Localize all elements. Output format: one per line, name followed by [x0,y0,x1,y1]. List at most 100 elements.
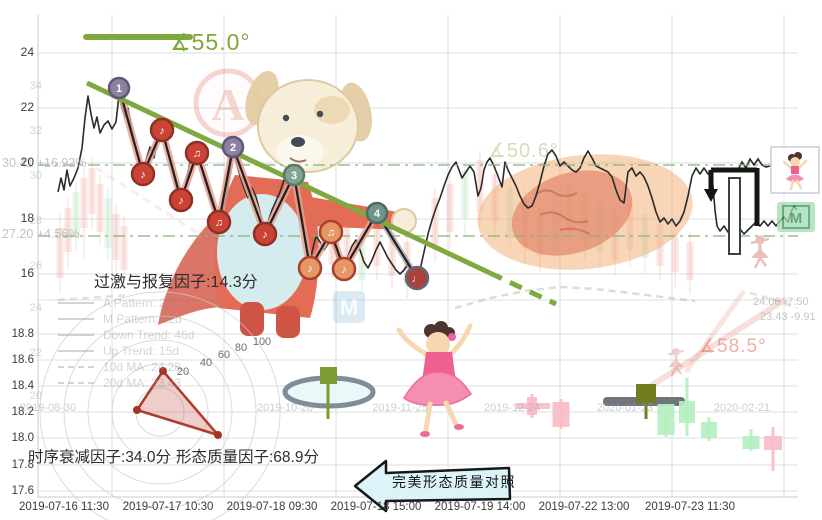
legend-item: M Pattern: 32d [58,312,182,326]
m-pattern-watermark: M [333,291,365,323]
zigzag-marker-note [297,255,323,281]
superdog-cartoon [158,70,417,338]
radar-ring [63,315,257,509]
zigzag-marker-note [331,256,357,282]
legend-item-label: M Pattern: 32d [103,312,182,326]
highlight-ellipses [477,154,693,270]
candle-body [527,397,537,415]
hline-price-label: 30.41 +16.92% [2,156,87,170]
date-label: 2019-07-23 11:30 [645,501,735,513]
legend-item-label: Up Trend: 15d [103,344,180,358]
bg-candle-body [56,228,64,278]
ellipse-scribble [534,189,578,197]
perfect-pattern-compare-label[interactable]: 完美形态质量对照 [392,474,516,490]
podium-candle-body [636,384,656,403]
candle-body [657,404,675,435]
bg-candle-body [446,184,454,232]
legend-dashed-line-swatch [58,366,94,368]
stamp-glyph-icon: M [790,210,803,227]
ellipse-scribble [559,227,591,235]
legend-item-label: A Pattern: 29d [103,296,180,310]
red-dancer-watermark [668,347,684,377]
mini-ballerina-leg [789,179,795,191]
trendline-angle-label: ∡55.0° [170,29,251,55]
perfect-pattern-compare-arrow[interactable] [353,459,512,513]
legend-dashed-line-swatch [58,382,94,384]
axis-tick-lower: 18.0 [11,432,34,444]
bg-date-label: 2019-10-28 [256,402,314,414]
radar-vertex [214,431,222,439]
lower-candles-layer [516,378,782,471]
ellipse-scribble [539,211,589,224]
candle-body [679,401,695,423]
perfect-pattern-thumbnail[interactable] [770,146,820,194]
legend-line-swatch [58,334,94,336]
ballerina-shoe [454,424,464,430]
down-arrow-head [704,189,718,202]
date-label: 2019-07-18 15:00 [330,501,422,513]
bg-date-label: 2020-02-21 [713,402,771,414]
zigzag-marker-label: ♪ [262,229,268,241]
axis-tick-upper: 20 [20,155,34,169]
stamp-border [782,205,810,229]
zigzag-marker-label: ♫ [215,217,223,229]
legend-item: 20d MA: 23.43 [58,376,181,390]
ma-value-label: 23.43 -9.91 [760,311,816,323]
axis-tick-lower: 18.2 [11,406,34,418]
radar-ring [39,291,281,520]
dog-nose [291,137,305,147]
axis-tick-lower: 18.6 [11,354,34,366]
dog-boot [240,302,264,336]
radar-polygon [135,368,222,438]
dog-eye [282,114,290,122]
bg-ma-dashed-line [57,293,131,302]
zigzag-marker-label: ♪ [178,195,184,207]
axis-tick-upper: 16 [20,266,34,280]
zigzag-markers-layer: 1 ♪ ♪ ♪ ♫ ♫ 2 ♪ 3 ♪ ♫ ♪ 4 ♩ [107,76,430,291]
axis-tick-lower: 17.6 [11,485,34,497]
bg-candle-body [388,232,396,276]
bg-candle-body [72,192,80,238]
bg-date-label: 2019-12-24 [483,402,541,414]
zigzag-marker-label: ♪ [341,264,347,276]
bg-candle-body [373,222,381,266]
zigzag-marker-note [149,117,175,143]
zigzag-marker-label: ♪ [307,263,313,275]
axis-tick-bg: 34 [29,80,42,92]
bg-date-label: 2019-11-25 [372,402,428,414]
podium-decor [282,367,685,419]
date-label: 2019-07-19 14:00 [434,501,526,513]
legend-item: 10d MA: 24.28 [58,360,181,374]
empty-candle [728,177,741,255]
radar-tick-label: 20 [176,365,190,378]
radar-chart [39,291,281,520]
radar-vertex [159,367,167,375]
axis-tick-upper: 22 [20,100,34,114]
axis-tick-bg: 24 [29,302,42,314]
legend-item: A Pattern: 29d [58,296,179,310]
mini-ballerina-tutu [786,174,804,182]
radar-vertex [133,406,141,414]
axis-tick-lower: 18.4 [11,380,34,392]
zigzag-marker-note [252,221,278,247]
ballerina-arm [447,323,473,358]
a-pattern-letter: A [211,79,244,130]
radar-tick-label: 80 [234,341,248,354]
axis-tick-bg: 32 [29,125,42,137]
bg-uptrend-line [683,289,747,374]
date-label: 2019-07-18 09:30 [226,501,318,513]
bg-angle-label: ∡58.5° [699,336,767,357]
axis-tick-bg: 20 [29,390,42,402]
dog-ear-patch [314,96,350,124]
bg-candle-body [671,234,679,272]
legend-line-swatch [58,318,94,320]
dog-boot [276,306,300,338]
bg-candle-body [120,226,128,270]
candle-body [764,436,782,450]
down-trendline-projection [488,270,558,307]
legend-item: Down Trend: 46d [58,328,194,342]
zigzag-marker-number [107,76,131,100]
legend-item: Up Trend: 15d [58,344,179,358]
axis-tick-bg: 30 [29,170,42,182]
bg-candle-body [461,170,469,218]
